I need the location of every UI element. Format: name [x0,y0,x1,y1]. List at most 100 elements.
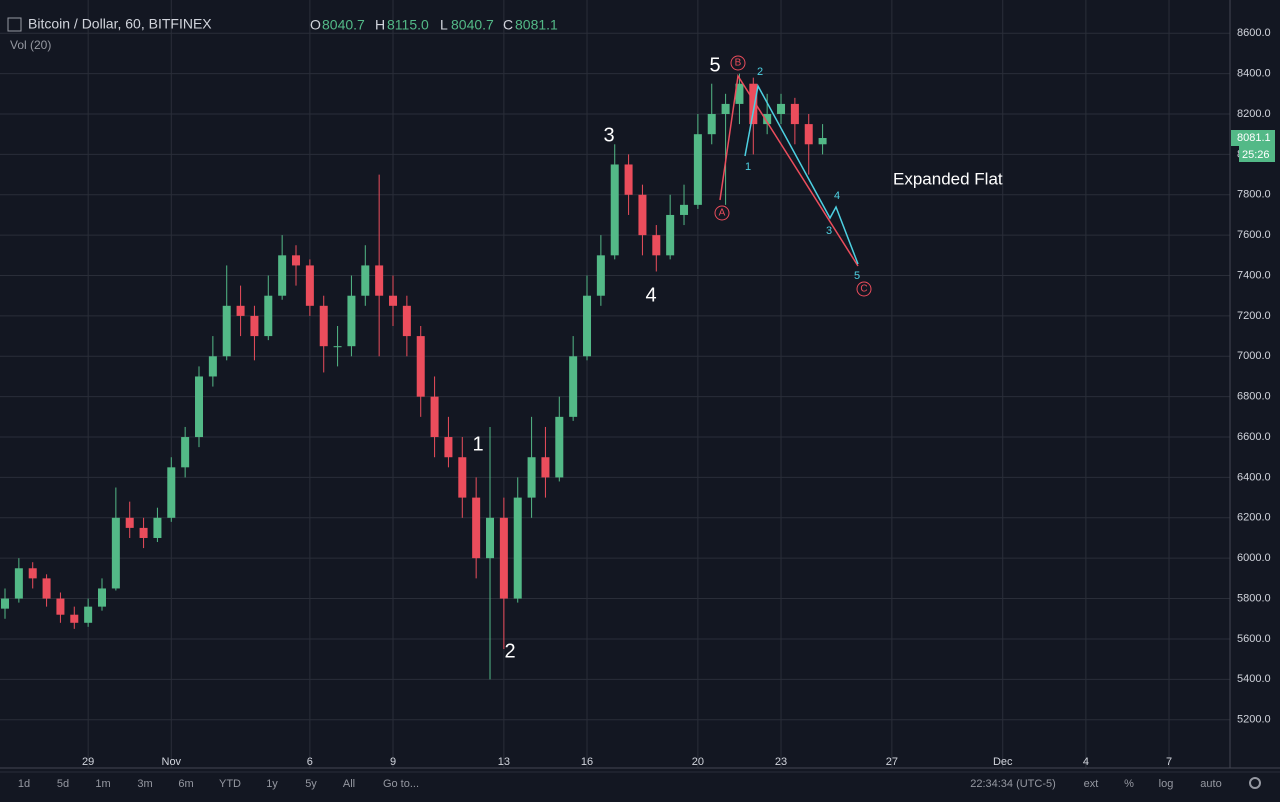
y-tick-label: 6600.0 [1237,431,1271,443]
x-tick-label: 4 [1083,756,1089,768]
candle-body [278,255,287,296]
candle-body [444,437,453,458]
wave-circle [730,55,746,71]
candle-body [763,114,772,125]
o-label: O [310,17,321,33]
range-button[interactable]: All [343,778,355,790]
candle-body [111,517,120,589]
candle-body [292,255,301,266]
candle-body [333,346,342,348]
wave-label: Expanded Flat [893,169,1003,188]
wave-lines [719,73,859,267]
candle-body [1,598,9,609]
range-button[interactable]: 1d [18,778,30,790]
wave-circle [856,281,872,297]
wave-label: 4 [645,284,656,306]
candle-body [707,114,716,135]
candle-body [693,134,702,205]
wave-label: 2 [757,66,763,78]
candle-body [804,124,813,145]
range-button[interactable]: 5y [305,778,317,790]
wave-label: 4 [834,190,840,202]
x-tick-label: 16 [581,756,593,768]
wave-label: 1 [472,433,483,455]
candle-body [208,356,217,377]
candle-body [264,295,273,337]
y-tick-label: 5200.0 [1237,714,1271,726]
range-button[interactable]: YTD [219,778,241,790]
candle-body [389,295,398,306]
candle-body [250,315,259,337]
candle-body [139,527,148,538]
wave-label: C [860,284,867,295]
volume-label[interactable]: Vol (20) [10,38,51,52]
collapse-icon[interactable] [7,17,22,32]
x-tick-label: 23 [775,756,787,768]
candle-body [735,83,744,104]
y-tick-label: 6200.0 [1237,512,1271,524]
x-tick-label: 13 [498,756,510,768]
candle-body [513,497,522,599]
candle-body [583,295,592,357]
candle-body [721,103,730,115]
y-tick-label: 6800.0 [1237,391,1271,403]
range-button[interactable]: 6m [178,778,193,790]
symbol[interactable]: Bitcoin / Dollar, 60, BITFINEX [28,16,212,32]
candle-body [555,416,564,478]
option-button[interactable]: auto [1200,778,1221,790]
h-value: 8115.0 [387,17,429,33]
abc-line [719,73,859,267]
candle-body [749,83,758,125]
candle-body [14,568,23,599]
y-tick-label: 5600.0 [1237,633,1271,645]
option-button[interactable]: ext [1084,778,1099,790]
candle-body [42,578,51,599]
range-button[interactable]: 1m [95,778,110,790]
candle-body [666,214,675,256]
range-button[interactable]: 1y [266,778,278,790]
candle-body [596,255,605,296]
option-button[interactable]: log [1159,778,1174,790]
y-tick-label: 7000.0 [1237,350,1271,362]
range-button[interactable]: 5d [57,778,69,790]
y-tick-label: 7800.0 [1237,189,1271,201]
y-tick-label: 6400.0 [1237,471,1271,483]
y-tick-label: 5400.0 [1237,673,1271,685]
candles [1,73,827,680]
y-tick-label: 8600.0 [1237,27,1271,39]
wave-label: 1 [745,161,751,173]
option-button[interactable]: % [1124,778,1134,790]
candle-body [28,568,37,579]
y-tick-label: 8400.0 [1237,68,1271,80]
x-tick-label: 20 [692,756,704,768]
wave-label: B [735,58,742,69]
x-tick-label: 27 [886,756,898,768]
candle-body [70,614,79,623]
candle-body [361,265,370,296]
l-value: 8040.7 [451,17,494,33]
range-button[interactable]: 3m [137,778,152,790]
candle-body [486,517,495,559]
range-button[interactable]: Go to... [383,778,419,790]
candle-body [416,336,425,397]
settings-icon[interactable] [1249,777,1261,789]
candle-body [472,497,481,559]
wave-label: 3 [826,225,832,237]
y-tick-label: 6000.0 [1237,552,1271,564]
clock: 22:34:34 (UTC-5) [970,778,1056,790]
candle-body [527,457,536,498]
h-label: H [375,17,385,33]
candle-body [167,467,176,518]
candle-body [499,517,508,599]
candle-body [624,164,633,195]
countdown-badge [1239,146,1275,162]
candle-body [319,305,328,347]
price-badge [1231,130,1275,146]
candle-body [541,457,550,478]
y-tick-label: 5800.0 [1237,592,1271,604]
candle-body [777,103,786,115]
o-value: 8040.7 [322,17,365,33]
wave-circle [714,205,730,221]
candle-body [347,295,356,347]
